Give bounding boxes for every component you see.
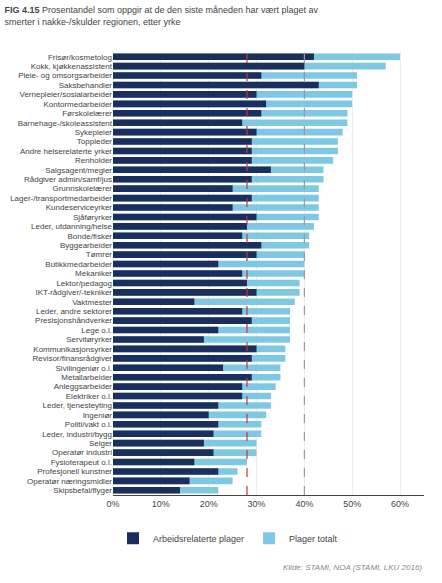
svg-text:Vaktmester: Vaktmester [72, 298, 112, 307]
svg-text:0%: 0% [106, 499, 119, 509]
svg-text:Operatør industri: Operatør industri [52, 448, 112, 457]
svg-text:60%: 60% [391, 499, 409, 509]
svg-text:Frisør/kosmetolog: Frisør/kosmetolog [48, 53, 112, 62]
svg-text:Leder, andre sektorer: Leder, andre sektorer [36, 307, 112, 316]
svg-text:Kommunikasjonsyrker: Kommunikasjonsyrker [33, 345, 112, 354]
svg-text:Saksbehandler: Saksbehandler [59, 81, 113, 90]
svg-text:Metallarbeider: Metallarbeider [61, 373, 112, 382]
svg-text:Lektor/pedagog: Lektor/pedagog [56, 279, 112, 288]
svg-text:FIG 4.15 Prosentandel som oppg: FIG 4.15 Prosentandel som oppgir at de d… [4, 5, 318, 27]
svg-text:Vernepleier/sosialarbeider: Vernepleier/sosialarbeider [20, 90, 113, 99]
svg-text:Førskolelærer: Førskolelærer [62, 109, 112, 118]
svg-text:IKT-rådgiver/-tekniker: IKT-rådgiver/-tekniker [36, 288, 113, 297]
svg-text:Servitøryrker: Servitøryrker [66, 335, 112, 344]
svg-text:Kilde: STAMI, NOA (STAMI, LKU: Kilde: STAMI, NOA (STAMI, LKU 2016) [283, 563, 422, 572]
svg-text:Kontormedarbeider: Kontormedarbeider [44, 100, 113, 109]
svg-text:Politi/vakt o.l.: Politi/vakt o.l. [65, 420, 112, 429]
svg-text:Skipsbefal/flyger: Skipsbefal/flyger [53, 486, 112, 495]
svg-text:Sivilingeniør o.l.: Sivilingeniør o.l. [56, 364, 112, 373]
svg-text:Leder, utdanning/helse: Leder, utdanning/helse [31, 222, 113, 231]
svg-text:Butikkmedarbeider: Butikkmedarbeider [45, 260, 112, 269]
svg-text:Rådgiver admin/samf/jus: Rådgiver admin/samf/jus [24, 175, 112, 184]
svg-text:Barnehage-/skoleassistent: Barnehage-/skoleassistent [18, 118, 113, 127]
svg-text:Kundeserviceyrker: Kundeserviceyrker [46, 203, 113, 212]
svg-text:Ingeniør: Ingeniør [83, 411, 113, 420]
svg-text:Profesjonell kunstner: Profesjonell kunstner [37, 467, 112, 476]
svg-text:Tømrer: Tømrer [86, 250, 113, 259]
svg-text:Grunnskolelærer: Grunnskolelærer [52, 184, 112, 193]
svg-text:Lege o.l.: Lege o.l. [81, 326, 112, 335]
svg-text:Sykepleier: Sykepleier [75, 128, 113, 137]
svg-text:Andre helserelaterte yrker: Andre helserelaterte yrker [20, 147, 112, 156]
svg-text:20%: 20% [200, 499, 218, 509]
svg-text:Lager-/transportmedarbeider: Lager-/transportmedarbeider [10, 194, 112, 203]
svg-text:Toppleder: Toppleder [77, 137, 112, 146]
svg-text:Operatør næringsmidler: Operatør næringsmidler [27, 477, 112, 486]
svg-text:Leder, tjenesteyting: Leder, tjenesteyting [43, 401, 112, 410]
svg-text:10%: 10% [152, 499, 170, 509]
svg-text:Salgsagent/megler: Salgsagent/megler [45, 166, 112, 175]
svg-text:Plager totalt: Plager totalt [289, 534, 338, 544]
svg-text:Renholder: Renholder [75, 156, 112, 165]
svg-text:Pleie- og omsorgsarbeider: Pleie- og omsorgsarbeider [18, 71, 112, 80]
svg-text:Presisjonshåndverker: Presisjonshåndverker [35, 316, 112, 325]
svg-text:40%: 40% [295, 499, 313, 509]
svg-text:Elektriker o.l.: Elektriker o.l. [66, 392, 112, 401]
svg-text:30%: 30% [248, 499, 266, 509]
svg-text:Bonde/fisker: Bonde/fisker [68, 232, 113, 241]
svg-text:Leder, industri/bygg: Leder, industri/bygg [42, 430, 112, 439]
svg-text:Selger: Selger [89, 439, 112, 448]
svg-text:Kokk, kjøkkenassistent: Kokk, kjøkkenassistent [31, 62, 113, 71]
svg-text:Mekaniker: Mekaniker [75, 269, 112, 278]
svg-text:Sjåføryrker: Sjåføryrker [73, 213, 112, 222]
svg-text:Byggearbeider: Byggearbeider [60, 241, 112, 250]
svg-text:Revisor/finansrådgiver: Revisor/finansrådgiver [32, 354, 112, 363]
svg-text:Arbeidsrelaterte plager: Arbeidsrelaterte plager [153, 534, 244, 544]
svg-text:Fysioterapeut o.l.: Fysioterapeut o.l. [51, 458, 112, 467]
svg-text:50%: 50% [343, 499, 361, 509]
svg-text:Anleggsarbeider: Anleggsarbeider [54, 382, 113, 391]
